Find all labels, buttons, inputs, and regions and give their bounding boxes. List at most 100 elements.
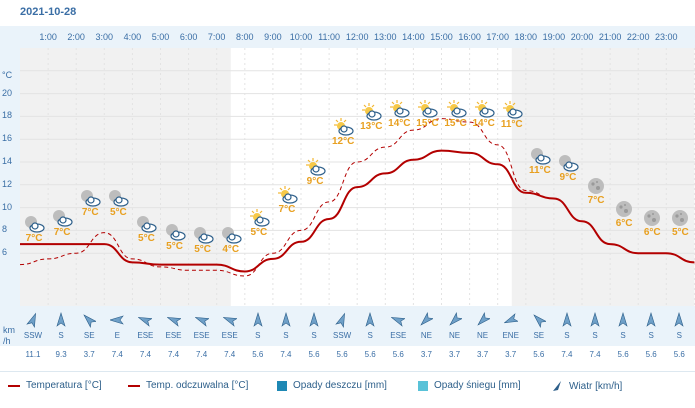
feels-like-line: [20, 118, 695, 277]
wind-direction: ESE: [221, 331, 238, 340]
y-tick-label: 14: [2, 156, 13, 166]
legend-temperature[interactable]: Temperatura [°C]: [8, 380, 102, 391]
feels-like-swatch: [128, 384, 140, 387]
night-band: [511, 48, 695, 306]
hour-label: 16:00: [458, 32, 481, 42]
icon-temp-label: 4°C: [222, 244, 240, 256]
icon-temp-label: 9°C: [306, 175, 324, 187]
date-label: 2021-10-28: [20, 6, 77, 18]
wind-direction: S: [311, 331, 317, 340]
hour-label: 7:00: [207, 32, 226, 42]
hour-label: 22:00: [626, 32, 650, 42]
night-cloud-icon: [556, 154, 580, 173]
sun-cloud-icon: [444, 100, 468, 118]
wind-arrow-icon: [560, 311, 574, 328]
night-band: [20, 48, 231, 306]
icon-temp-label: 5°C: [138, 232, 155, 244]
sun-cloud-icon: [387, 100, 411, 118]
y-tick-label: 6: [2, 247, 8, 258]
temperature-chart: [20, 48, 695, 306]
wind-direction: E: [114, 331, 120, 340]
moon-icon: [640, 209, 664, 227]
hour-label: 2:00: [67, 32, 85, 42]
wind-direction: SSW: [332, 331, 352, 340]
wind-arrow-icon: [644, 311, 658, 328]
hour-label: 11:00: [318, 32, 341, 42]
wind-arrow-icon: [363, 311, 377, 328]
legend-feels-like[interactable]: Temp. odczuwalna [°C]: [128, 380, 248, 391]
wind-arrow-icon: [137, 312, 154, 328]
wind-arrow-icon: [166, 312, 182, 328]
y-tick-label: 18: [2, 110, 13, 121]
wind-speed: 11.1: [25, 350, 41, 359]
icon-temp-label: 5°C: [109, 206, 127, 218]
wind-direction: NE: [477, 331, 489, 340]
wind-arrow-icon: [109, 312, 125, 328]
legend-rain[interactable]: Opady deszczu [mm]: [277, 380, 387, 391]
wind-arrow-icon: [251, 311, 265, 328]
hour-label: 21:00: [598, 32, 622, 42]
y-tick-label: 16: [2, 133, 13, 144]
wind-direction: ESE: [165, 331, 182, 340]
icon-temp-label: 7°C: [53, 227, 71, 239]
wind-speed: 7.4: [561, 350, 573, 359]
wind-direction: S: [564, 331, 570, 340]
wind-direction: NE: [448, 331, 461, 340]
icon-temp-label: 13°C: [360, 121, 383, 133]
legend-wind[interactable]: Wiatr [km/h]: [551, 380, 622, 392]
icon-temp-label: 15°C: [416, 118, 439, 129]
sun-cloud-icon: [303, 157, 327, 176]
wind-arrow-icon: [54, 311, 68, 328]
hour-label: 13:00: [374, 32, 397, 42]
y-tick-label: 12: [2, 178, 13, 189]
hour-label: 19:00: [542, 32, 566, 42]
legend-snow[interactable]: Opady śniegu [mm]: [418, 380, 521, 391]
icon-temp-label: 6°C: [643, 227, 661, 239]
moon-icon: [584, 177, 608, 195]
wind-unit-bottom: /h: [3, 336, 11, 346]
wind-arrow-icon: [532, 312, 547, 329]
wind-arrow-icon: [476, 311, 491, 328]
hour-label: 12:00: [345, 32, 369, 42]
temperature-swatch: [8, 384, 20, 387]
night-cloud-icon: [163, 223, 187, 241]
moon-icon: [668, 209, 692, 227]
wind-direction: S: [592, 331, 598, 340]
night-cloud-icon: [50, 209, 74, 227]
icon-temp-label: 5°C: [250, 227, 268, 239]
wind-arrow-icon: [553, 381, 561, 391]
wind-speed: 3.7: [477, 350, 489, 359]
wind-speed: 5.6: [645, 350, 657, 359]
sun-cloud-icon: [359, 103, 383, 121]
wind-arrow-icon: [419, 311, 435, 328]
icon-temp-label: 11°C: [528, 164, 551, 176]
wind-direction: SE: [533, 331, 545, 340]
hour-label: 4:00: [123, 32, 142, 42]
wind-arrow-icon: [503, 312, 519, 328]
wind-speed: 5.6: [336, 350, 348, 359]
icon-temp-label: 5°C: [671, 227, 689, 239]
wind-speed: 7.4: [139, 350, 151, 359]
wind-speed: 3.7: [448, 350, 461, 359]
icon-temp-label: 15°C: [444, 118, 467, 129]
legend-snow-label: Opady śniegu [mm]: [434, 380, 521, 391]
night-cloud-icon: [134, 215, 158, 233]
wind-speed: 5.6: [364, 350, 376, 359]
wind-arrow-icon: [222, 312, 238, 328]
hour-label: 1:00: [39, 32, 57, 42]
hour-label: 5:00: [151, 32, 170, 42]
wind-arrow-icon: [335, 312, 349, 329]
wind-arrow-icon: [307, 311, 321, 328]
wind-speed: 5.6: [617, 350, 629, 359]
wind-speed: 3.7: [505, 350, 517, 359]
legend-rain-label: Opady deszczu [mm]: [293, 380, 387, 391]
wind-arrow-icon: [26, 312, 40, 329]
icon-temp-label: 7°C: [587, 195, 605, 207]
night-cloud-icon: [78, 189, 102, 207]
hour-label: 9:00: [264, 32, 282, 42]
wind-speed: 7.4: [167, 350, 180, 359]
icon-temp-label: 7°C: [81, 206, 99, 218]
wind-direction: S: [648, 331, 654, 340]
wind-direction: S: [367, 331, 373, 340]
wind-direction: NE: [420, 331, 432, 340]
